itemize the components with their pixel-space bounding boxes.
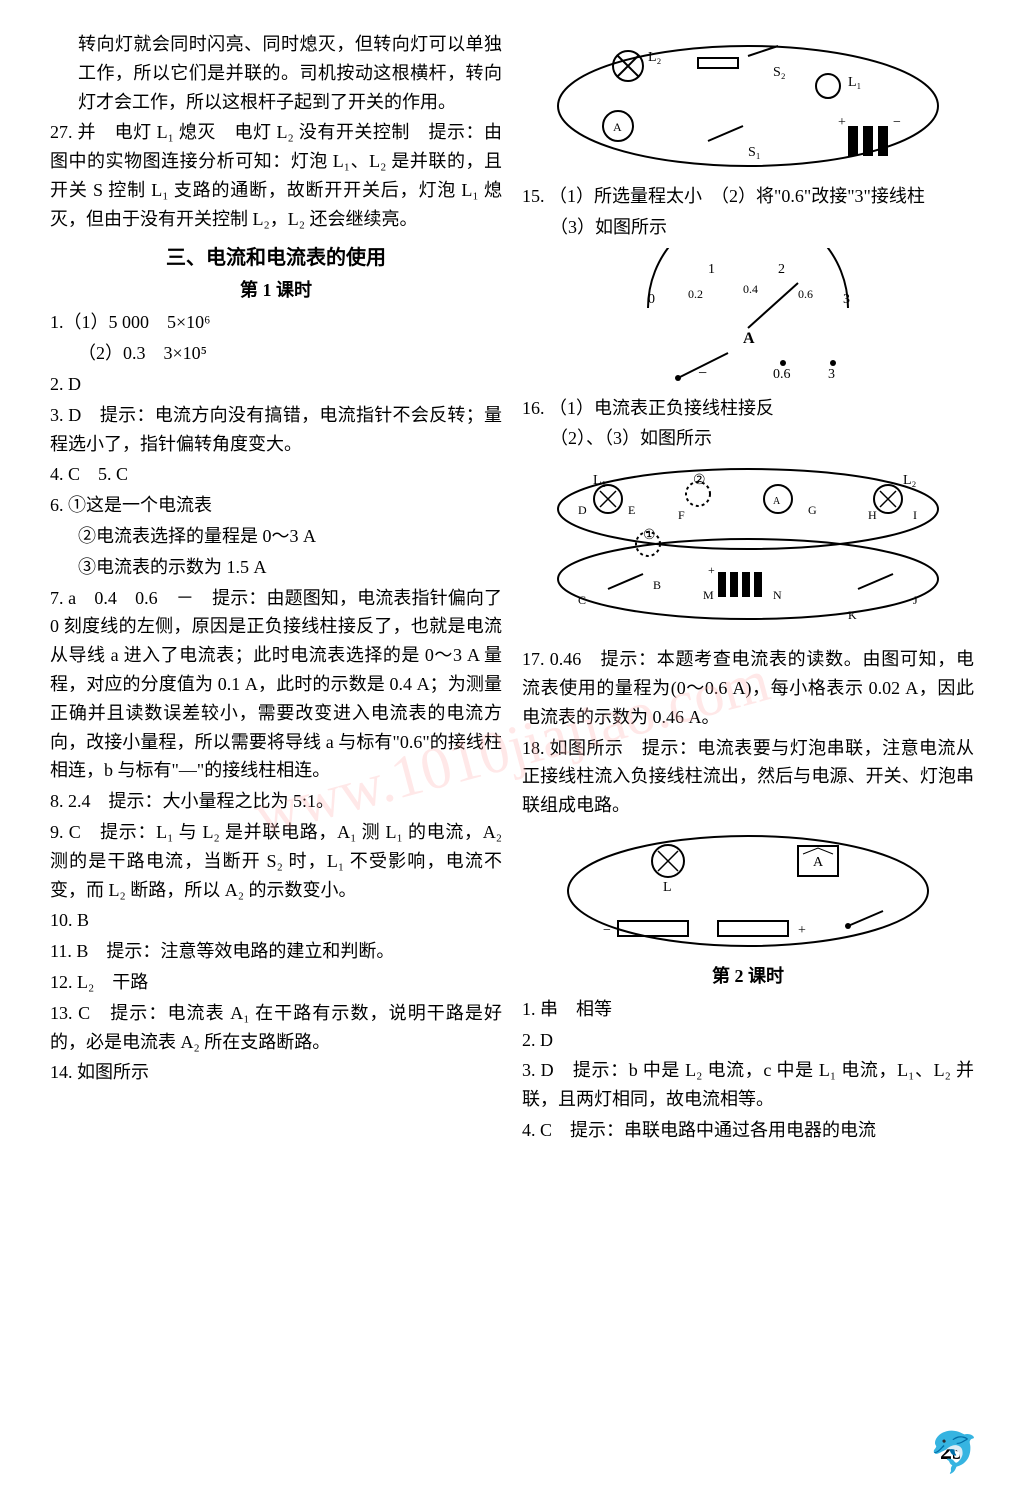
- item-15: 15. （1）所选量程太小 （2）将"0.6"改接"3"接线柱: [522, 182, 974, 211]
- svg-text:3: 3: [843, 292, 850, 307]
- svg-text:A: A: [773, 496, 781, 507]
- left-column: 转向灯就会同时闪亮、同时熄灭，但转向灯可以单独工作，所以它们是并联的。司机按动这…: [50, 30, 502, 1466]
- circuit-diagram-1: L₂ S₂ L₁ A S₁ + −: [522, 36, 974, 176]
- svg-text:B: B: [653, 578, 661, 592]
- right-column: L₂ S₂ L₁ A S₁ + − 15. （1）所选量程太小 （2）将"0.6…: [522, 30, 974, 1466]
- item-18: 18. 如图所示 提示：电流表要与灯泡串联，注意电流从正接线柱流入负接线柱流出，…: [522, 734, 974, 820]
- svg-text:E: E: [628, 503, 635, 517]
- svg-text:−: −: [893, 115, 901, 130]
- svg-text:3: 3: [828, 367, 835, 382]
- ammeter-diagram: 0 1 2 3 0.2 0.4 0.6 A − 0.6 3: [522, 248, 974, 388]
- item-27-text: 并 电灯 L₁ 熄灭 电灯 L₂ 没有开关控制 提示：由图中的实物图连接分析可知…: [50, 122, 502, 228]
- intro-paragraph: 转向灯就会同时闪亮、同时熄灭，但转向灯可以单独工作，所以它们是并联的。司机按动这…: [50, 30, 502, 116]
- svg-text:−: −: [603, 923, 611, 938]
- item-12: 12. L₂ 干路: [50, 968, 502, 997]
- svg-text:①: ①: [643, 528, 656, 543]
- svg-text:0.6: 0.6: [773, 367, 791, 382]
- item-9: 9. C 提示：L₁ 与 L₂ 是并联电路，A₁ 测 L₁ 的电流，A₂ 测的是…: [50, 818, 502, 904]
- item-13: 13. C 提示：电流表 A₁ 在干路有示数，说明干路是好的，必是电流表 A₂ …: [50, 999, 502, 1057]
- item-6a: 6. ①这是一个电流表: [50, 491, 502, 520]
- item-6b: ②电流表选择的量程是 0～3 A: [50, 522, 502, 551]
- svg-text:A: A: [813, 855, 824, 870]
- item-16-p1: （1）电流表正负接线柱接反: [549, 398, 774, 418]
- svg-text:+: +: [838, 115, 846, 130]
- item-16-num: 16.: [522, 398, 545, 418]
- svg-text:A: A: [743, 330, 755, 347]
- svg-text:I: I: [913, 508, 917, 522]
- svg-text:L₂: L₂: [903, 473, 917, 488]
- label-s2: S₂: [773, 65, 786, 80]
- page-container: 转向灯就会同时闪亮、同时熄灭，但转向灯可以单独工作，所以它们是并联的。司机按动这…: [50, 30, 974, 1466]
- l2-item-2: 2. D: [522, 1026, 974, 1055]
- item-8: 8. 2.4 提示：大小量程之比为 5:1。: [50, 787, 502, 816]
- item-17-num: 17.: [522, 649, 545, 669]
- svg-text:+: +: [708, 563, 715, 577]
- svg-text:F: F: [678, 508, 685, 522]
- svg-text:L₁: L₁: [593, 473, 606, 488]
- ammeter-svg: 0 1 2 3 0.2 0.4 0.6 A − 0.6 3: [522, 248, 974, 388]
- svg-text:N: N: [773, 588, 782, 602]
- item-10: 10. B: [50, 906, 502, 935]
- dolphin-icon: 🐬: [929, 1429, 979, 1476]
- item-4-5: 4. C 5. C: [50, 460, 502, 489]
- svg-text:M: M: [703, 588, 714, 602]
- svg-text:1: 1: [708, 262, 715, 277]
- circuit-svg-1: L₂ S₂ L₁ A S₁ + −: [522, 36, 974, 176]
- svg-text:C: C: [578, 593, 586, 607]
- item-15-p2: （3）如图所示: [522, 213, 974, 242]
- item-18-text: 如图所示 提示：电流表要与灯泡串联，注意电流从正接线柱流入负接线柱流出，然后与电…: [522, 738, 974, 816]
- item-27-num: 27.: [50, 122, 73, 142]
- item-11: 11. B 提示：注意等效电路的建立和判断。: [50, 937, 502, 966]
- svg-text:K: K: [848, 608, 857, 622]
- item-27: 27. 并 电灯 L₁ 熄灭 电灯 L₂ 没有开关控制 提示：由图中的实物图连接…: [50, 118, 502, 233]
- item-17-text: 0.46 提示：本题考查电流表的读数。由图可知，电流表使用的量程为(0～0.6 …: [522, 649, 974, 727]
- lesson1-title: 第 1 课时: [50, 276, 502, 305]
- item-16: 16. （1）电流表正负接线柱接反: [522, 394, 974, 423]
- item-6c: ③电流表的示数为 1.5 A: [50, 553, 502, 582]
- item-7: 7. a 0.4 0.6 － 提示：由题图知，电流表指针偏向了 0 刻度线的左侧…: [50, 584, 502, 786]
- item-15-p1: （1）所选量程太小 （2）将"0.6"改接"3"接线柱: [549, 186, 925, 206]
- svg-text:H: H: [868, 508, 877, 522]
- svg-text:0.6: 0.6: [798, 287, 813, 301]
- svg-text:2: 2: [778, 262, 785, 277]
- l2-item-4: 4. C 提示：串联电路中通过各用电器的电流: [522, 1116, 974, 1145]
- circuit-diagram-3: L A − +: [522, 826, 974, 956]
- item-15-num: 15.: [522, 186, 545, 206]
- item-17: 17. 0.46 提示：本题考查电流表的读数。由图可知，电流表使用的量程为(0～…: [522, 645, 974, 731]
- section-title: 三、电流和电流表的使用: [50, 242, 502, 274]
- circuit-svg-3: L A − +: [522, 826, 974, 956]
- l2-item-1: 1. 串 相等: [522, 995, 974, 1024]
- svg-text:②: ②: [693, 473, 706, 488]
- label-l2: L₂: [648, 50, 662, 65]
- label-s1: S₁: [748, 145, 761, 160]
- item-2: 2. D: [50, 370, 502, 399]
- item-18-num: 18.: [522, 738, 545, 758]
- svg-text:0: 0: [648, 292, 655, 307]
- l2-item-3: 3. D 提示：b 中是 L₂ 电流，c 中是 L₁ 电流，L₁、L₂ 并联，且…: [522, 1056, 974, 1114]
- label-a: A: [613, 120, 622, 134]
- svg-text:L: L: [663, 880, 672, 895]
- circuit-svg-2: L₁ D E ② F A G L₂ H I ① C B: [522, 459, 974, 639]
- svg-text:D: D: [578, 503, 587, 517]
- item-1b: （2）0.3 3×10⁵: [50, 339, 502, 368]
- svg-text:J: J: [913, 593, 918, 607]
- item-3: 3. D 提示：电流方向没有搞错，电流指针不会反转；量程选小了，指针偏转角度变大…: [50, 401, 502, 459]
- circuit-diagram-2: L₁ D E ② F A G L₂ H I ① C B: [522, 459, 974, 639]
- item-16-p2: （2）、（3）如图所示: [522, 424, 974, 453]
- svg-text:−: −: [698, 365, 707, 382]
- svg-text:+: +: [798, 923, 806, 938]
- item-1a: 1.（1）5 000 5×10⁶: [50, 308, 502, 337]
- svg-text:G: G: [808, 503, 817, 517]
- svg-text:0.2: 0.2: [688, 287, 703, 301]
- label-l1: L₁: [848, 75, 861, 90]
- lesson2-title: 第 2 课时: [522, 962, 974, 991]
- svg-text:0.4: 0.4: [743, 282, 758, 296]
- item-14: 14. 如图所示: [50, 1058, 502, 1087]
